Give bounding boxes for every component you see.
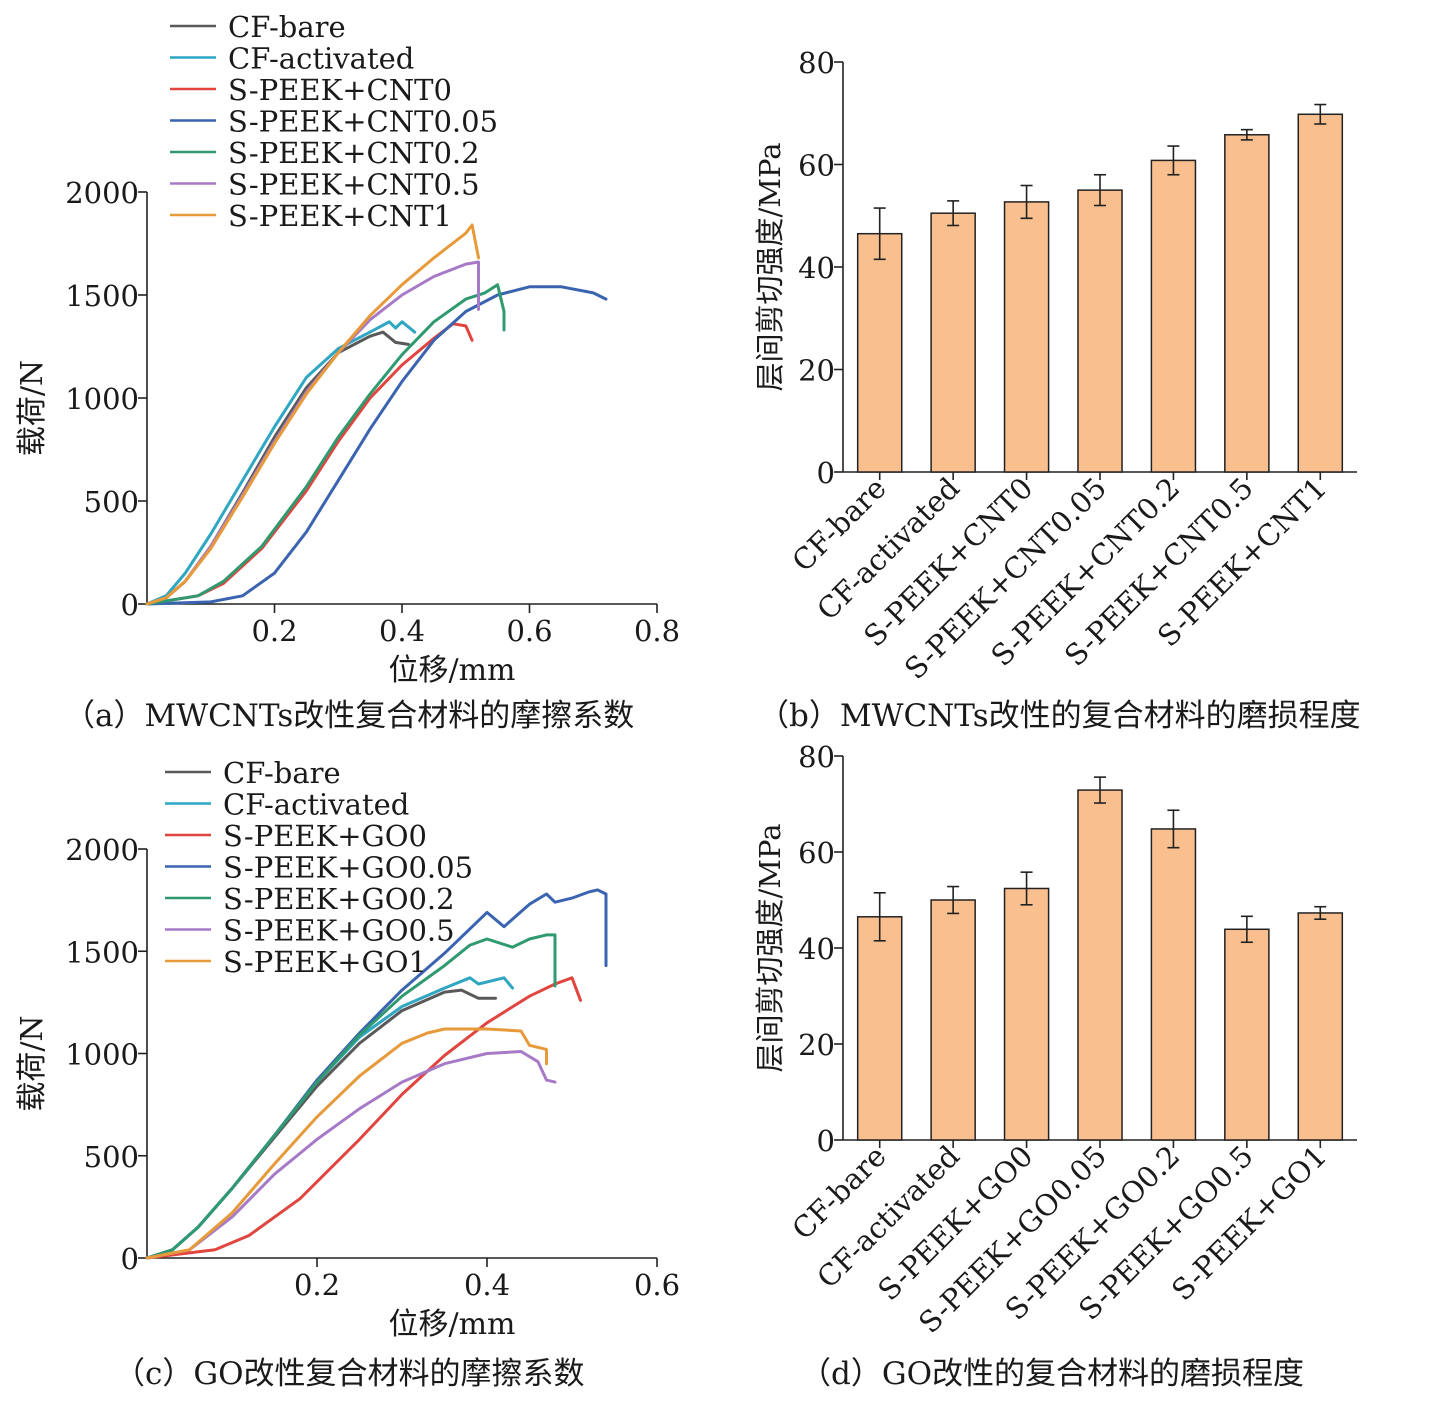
panel-d-bar-chart: 020406080层间剪切强度/MPaCF-bareCF-activatedS-…	[753, 740, 1357, 1340]
series-line	[145, 223, 480, 606]
x-tick-label: 0.4	[379, 614, 425, 648]
caption-b: （b）MWCNTs改性的复合材料的磨损程度	[758, 698, 1361, 734]
series-line	[145, 1050, 557, 1260]
y-axis-label: 层间剪切强度/MPa	[753, 143, 787, 392]
y-tick-label: 1000	[65, 382, 139, 416]
legend-label: S-PEEK+GO0	[223, 819, 427, 853]
legend-label: S-PEEK+CNT0	[228, 73, 452, 107]
x-tick-label: 0.2	[251, 614, 297, 648]
series-line	[145, 260, 480, 606]
y-axis-label: 载荷/N	[15, 360, 50, 456]
y-tick-label: 1500	[65, 935, 139, 969]
bar	[1224, 134, 1270, 473]
bar	[856, 232, 903, 473]
y-tick-label: 2000	[65, 176, 139, 210]
bar	[1150, 159, 1197, 473]
bar	[1297, 113, 1344, 473]
legend-label: S-PEEK+CNT0.2	[228, 136, 480, 170]
legend-label: CF-activated	[223, 788, 409, 822]
y-tick-label: 0	[121, 588, 139, 622]
panel-b-bar-chart: 020406080层间剪切强度/MPaCF-bareCF-activatedS-…	[753, 46, 1357, 686]
legend-label: S-PEEK+CNT0.05	[228, 105, 498, 139]
series-line	[145, 976, 514, 1260]
series-line	[145, 1027, 548, 1260]
y-tick-label: 0	[817, 1124, 835, 1158]
y-tick-label: 60	[798, 149, 835, 183]
y-tick-label: 60	[798, 836, 835, 870]
bar	[930, 899, 976, 1141]
y-tick-label: 0	[121, 1242, 139, 1276]
x-tick-label: 0.8	[634, 614, 680, 648]
y-tick-label: 40	[798, 251, 835, 285]
series-line	[145, 320, 417, 606]
bar	[1003, 887, 1050, 1141]
y-tick-label: 1000	[65, 1038, 139, 1072]
x-axis-label: 位移/mm	[388, 1307, 515, 1342]
y-tick-label: 500	[84, 485, 139, 519]
caption-a: （a）MWCNTs改性复合材料的摩擦系数	[64, 698, 635, 734]
series-line	[145, 976, 582, 1260]
legend-label: CF-bare	[228, 10, 346, 44]
y-tick-label: 1500	[65, 279, 139, 313]
bar	[1297, 912, 1344, 1141]
bar	[1077, 189, 1123, 473]
x-tick-label: 0.6	[506, 614, 552, 648]
legend-label: S-PEEK+GO1	[223, 945, 427, 979]
x-tick-label: 0.2	[294, 1268, 340, 1302]
x-tick-label: 0.6	[634, 1268, 680, 1302]
bar	[1224, 928, 1270, 1141]
x-axis-label: 位移/mm	[388, 653, 515, 688]
y-tick-label: 80	[798, 46, 835, 80]
y-tick-label: 20	[798, 354, 835, 388]
caption-d: （d）GO改性的复合材料的磨损程度	[800, 1356, 1305, 1392]
bar	[1003, 201, 1050, 473]
y-tick-label: 0	[817, 456, 835, 490]
y-tick-label: 80	[798, 740, 835, 774]
caption-c: （c）GO改性复合材料的摩擦系数	[114, 1356, 585, 1392]
y-tick-label: 2000	[65, 833, 139, 867]
series-line	[145, 330, 410, 606]
series-line	[145, 322, 474, 606]
bar	[856, 916, 903, 1141]
y-tick-label: 500	[84, 1140, 139, 1174]
x-tick-label: 0.4	[464, 1268, 510, 1302]
series-line	[145, 283, 506, 606]
legend-label: S-PEEK+CNT0.5	[228, 168, 480, 202]
series-line	[145, 933, 557, 1260]
y-axis-label: 载荷/N	[15, 1015, 50, 1111]
y-tick-label: 40	[798, 932, 835, 966]
legend-label: S-PEEK+GO0.05	[223, 851, 473, 885]
panel-c-line-chart: 0 500 1000 1500 2000 0.2 0.4 0.6 位移/mm 载荷/N CF-bar…	[15, 756, 680, 1342]
bar	[930, 212, 976, 473]
legend-label: CF-activated	[228, 42, 414, 76]
y-axis-label: 层间剪切强度/MPa	[753, 824, 787, 1073]
y-tick-label: 20	[798, 1028, 835, 1062]
legend-label: S-PEEK+CNT1	[228, 199, 452, 233]
legend-label: S-PEEK+GO0.2	[223, 882, 455, 916]
legend-label: S-PEEK+GO0.5	[223, 914, 455, 948]
series-line	[145, 285, 608, 606]
bar	[1077, 789, 1123, 1141]
panel-a-line-chart: 0 500 1000 1500 2000 0.2 0.4 0.6 0.8 位移/mm 载荷/N CF-…	[15, 10, 680, 688]
bar	[1150, 828, 1197, 1141]
legend-label: CF-bare	[223, 756, 341, 790]
